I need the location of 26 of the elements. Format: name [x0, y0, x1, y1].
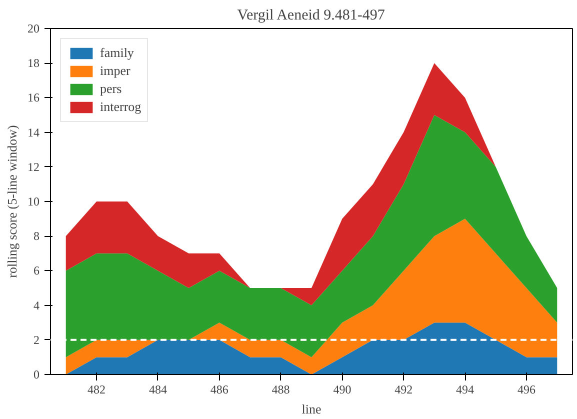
y-tick-label: 20 — [28, 22, 40, 36]
y-tick-label: 2 — [34, 332, 40, 347]
chart-title: Vergil Aeneid 9.481-497 — [237, 8, 386, 24]
legend-label: imper — [100, 63, 130, 79]
y-tick-label: 4 — [34, 298, 40, 312]
y-tick-label: 6 — [34, 264, 40, 278]
x-tick-label: 494 — [456, 382, 474, 396]
x-tick-label: 482 — [88, 382, 106, 396]
x-axis-title: line — [302, 402, 322, 416]
y-tick-label: 18 — [28, 56, 40, 70]
legend-label: interrog — [100, 99, 142, 115]
x-tick-label: 486 — [210, 382, 228, 396]
y-tick-label: 12 — [28, 160, 40, 174]
x-tick-label: 490 — [333, 382, 352, 396]
y-tick-label: 8 — [34, 229, 40, 244]
y-tick-label: 0 — [34, 368, 40, 382]
x-tick-label: 492 — [394, 382, 413, 396]
y-tick-label: 14 — [28, 125, 40, 140]
y-tick-label: 16 — [28, 90, 40, 105]
x-tick-label: 488 — [272, 382, 290, 396]
x-tick-label: 484 — [148, 382, 167, 396]
x-tick-label: 496 — [517, 382, 536, 396]
legend-label: pers — [100, 81, 122, 97]
y-tick-label: 10 — [28, 194, 40, 208]
y-axis-title: rolling score (5-line window) — [4, 125, 20, 278]
legend-label: family — [100, 45, 134, 61]
